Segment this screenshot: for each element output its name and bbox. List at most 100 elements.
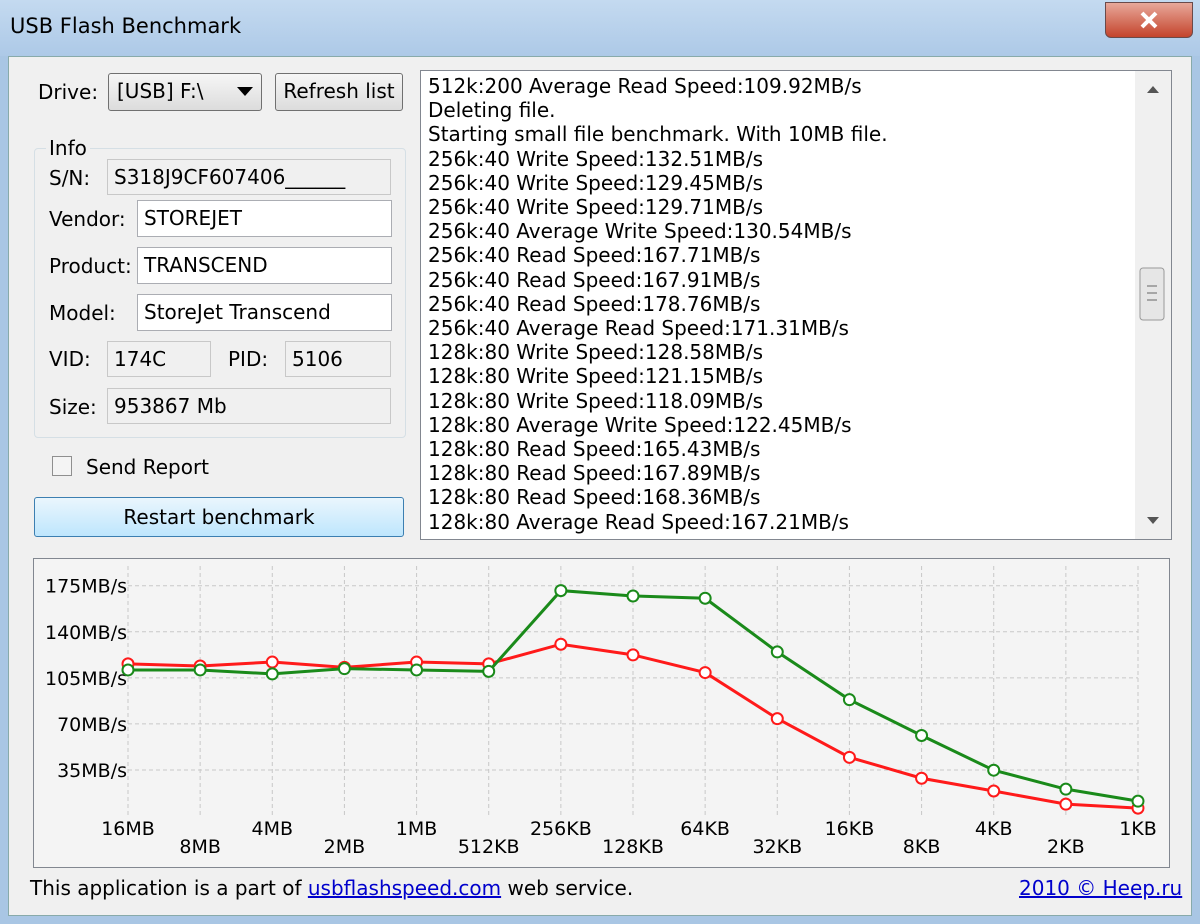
x-tick-label: 32KB bbox=[752, 836, 802, 858]
info-group bbox=[34, 148, 406, 438]
x-tick-label: 1KB bbox=[1119, 818, 1157, 840]
data-point bbox=[842, 693, 856, 707]
close-icon bbox=[1140, 11, 1158, 29]
log-line: Starting small file benchmark. With 10MB… bbox=[428, 122, 888, 147]
footer-link[interactable]: usbflashspeed.com bbox=[307, 876, 502, 900]
x-tick-label: 4KB bbox=[975, 818, 1013, 840]
x-tick-label: 16MB bbox=[101, 818, 155, 840]
model-field[interactable]: StoreJet Transcend bbox=[137, 294, 392, 331]
log-line: 256k:40 Write Speed:129.45MB/s bbox=[428, 170, 764, 195]
log-line: 128k:80 Read Speed:168.36MB/s bbox=[428, 485, 761, 510]
data-point bbox=[265, 655, 279, 669]
log-line: 128k:80 Read Speed:167.89MB/s bbox=[428, 461, 761, 486]
data-point bbox=[121, 663, 135, 677]
data-point bbox=[265, 667, 279, 681]
vid-field: 174C bbox=[107, 341, 211, 377]
log-line: 512k:200 Average Read Speed:109.92MB/s bbox=[428, 74, 862, 98]
sn-label: S/N: bbox=[49, 166, 91, 190]
data-point bbox=[915, 728, 929, 742]
data-point bbox=[626, 589, 640, 603]
log-line: 128k:80 Average Read Speed:167.21MB/s bbox=[428, 509, 849, 534]
info-title: Info bbox=[46, 136, 90, 160]
footer-text: This application is a part of usbflashsp… bbox=[30, 876, 633, 900]
send-report-checkbox[interactable] bbox=[52, 456, 72, 476]
model-label: Model: bbox=[49, 301, 116, 325]
close-button[interactable] bbox=[1105, 2, 1193, 38]
size-label: Size: bbox=[49, 395, 97, 419]
data-point bbox=[698, 591, 712, 605]
log-box: 512k:200 Average Read Speed:109.92MB/s De… bbox=[420, 70, 1172, 540]
y-tick-label: 175MB/s bbox=[45, 576, 127, 598]
log-line: 256k:40 Write Speed:132.51MB/s bbox=[428, 146, 764, 171]
data-point bbox=[482, 664, 496, 678]
log-line: 128k:80 Average Write Speed:122.45MB/s bbox=[428, 412, 852, 437]
data-point bbox=[987, 763, 1001, 777]
x-tick-label: 2KB bbox=[1047, 836, 1085, 858]
vid-label: VID: bbox=[49, 347, 91, 371]
refresh-button[interactable]: Refresh list bbox=[275, 73, 403, 111]
title-bar bbox=[0, 0, 1200, 56]
log-line: 256k:40 Average Read Speed:171.31MB/s bbox=[428, 316, 849, 340]
data-point bbox=[337, 662, 351, 676]
data-point bbox=[987, 784, 1001, 798]
vendor-label: Vendor: bbox=[49, 207, 126, 231]
data-point bbox=[698, 666, 712, 680]
footer-after: web service. bbox=[507, 876, 634, 900]
x-tick-label: 2MB bbox=[324, 836, 366, 858]
x-tick-label: 256KB bbox=[530, 818, 592, 840]
data-point bbox=[554, 584, 568, 598]
y-tick-label: 105MB/s bbox=[45, 668, 127, 690]
log-line: 256k:40 Read Speed:167.91MB/s bbox=[428, 267, 761, 292]
data-point bbox=[842, 750, 856, 764]
footer-before: This application is a part of bbox=[30, 876, 302, 900]
restart-button[interactable]: Restart benchmark bbox=[34, 497, 404, 537]
size-field: 953867 Mb bbox=[107, 388, 391, 424]
data-point bbox=[1131, 794, 1145, 808]
data-point bbox=[193, 663, 207, 677]
data-point bbox=[1059, 782, 1073, 796]
log-line: Deleting file. bbox=[428, 98, 556, 123]
log-line: 256k:40 Average Write Speed:130.54MB/s bbox=[428, 219, 852, 244]
y-tick-label: 70MB/s bbox=[57, 714, 127, 736]
x-tick-label: 8MB bbox=[179, 836, 221, 858]
data-point bbox=[1059, 797, 1073, 811]
x-tick-label: 4MB bbox=[252, 818, 294, 840]
data-point bbox=[770, 645, 784, 659]
send-report-label[interactable]: Send Report bbox=[86, 455, 210, 479]
copyright-link[interactable]: 2010 © Heep.ru bbox=[1019, 876, 1183, 900]
drive-value: [USB] F:\ bbox=[117, 79, 204, 103]
y-tick-label: 35MB/s bbox=[57, 760, 127, 782]
chart: 35MB/s 70MB/s 105MB/s 140MB/s 175MB/s 16MB 8MB… bbox=[45, 566, 1157, 858]
window-title: USB Flash Benchmark bbox=[10, 14, 242, 38]
drive-label: Drive: bbox=[38, 80, 99, 104]
vendor-field[interactable]: STOREJET bbox=[137, 200, 392, 237]
log-line: 256k:40 Read Speed:167.71MB/s bbox=[428, 243, 761, 268]
scrollbar[interactable] bbox=[1135, 71, 1171, 539]
sn-field: S318J9CF607406______ bbox=[107, 159, 391, 195]
y-tick-label: 140MB/s bbox=[45, 622, 127, 644]
pid-label: PID: bbox=[228, 347, 269, 371]
data-point bbox=[554, 637, 568, 651]
product-label: Product: bbox=[49, 254, 132, 278]
x-tick-label: 64KB bbox=[680, 818, 730, 840]
data-point bbox=[915, 771, 929, 785]
log-line: 128k:80 Write Speed:121.15MB/s bbox=[428, 364, 764, 389]
x-tick-label: 128KB bbox=[602, 836, 664, 858]
log-line: 256k:40 Read Speed:178.76MB/s bbox=[428, 291, 761, 316]
pid-field: 5106 bbox=[285, 341, 391, 377]
data-point bbox=[626, 648, 640, 662]
dropdown-arrow bbox=[237, 87, 253, 96]
x-tick-label: 1MB bbox=[396, 818, 438, 840]
x-tick-label: 8KB bbox=[903, 836, 941, 858]
product-field[interactable]: TRANSCEND bbox=[137, 247, 392, 284]
log-line: 128k:80 Write Speed:128.58MB/s bbox=[428, 340, 764, 365]
data-point bbox=[410, 663, 424, 677]
chart-box: 35MB/s 70MB/s 105MB/s 140MB/s 175MB/s 16MB 8MB… bbox=[33, 558, 1170, 868]
drive-select[interactable]: [USB] F:\ bbox=[108, 73, 262, 111]
data-point bbox=[770, 712, 784, 726]
log-line: 256k:40 Write Speed:129.71MB/s bbox=[428, 195, 764, 219]
log-line: 128k:80 Write Speed:118.09MB/s bbox=[428, 388, 764, 413]
x-tick-label: 512KB bbox=[458, 836, 520, 858]
x-tick-label: 16KB bbox=[825, 818, 875, 840]
